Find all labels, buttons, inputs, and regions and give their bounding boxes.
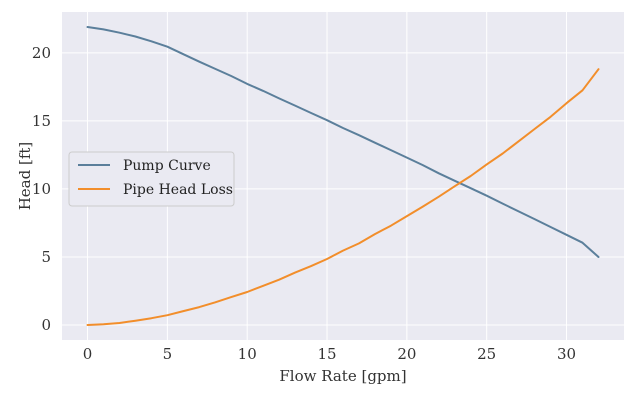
legend-label-pump-curve: Pump Curve: [123, 158, 211, 174]
legend-label-pipe-head-loss: Pipe Head Loss: [123, 182, 233, 198]
legend: Pump Curve Pipe Head Loss: [68, 151, 235, 207]
series-line-pipe-head-loss: [86, 68, 600, 326]
series-layer: [86, 26, 600, 326]
series-line-pump-curve: [86, 26, 600, 258]
tick-labels: 0 5 10 15 20 25 30 0 5 10 15 20: [32, 44, 576, 363]
x-tick-label-15: 15: [317, 345, 336, 363]
y-tick-label-0: 0: [41, 316, 51, 334]
y-tick-label-15: 15: [32, 112, 51, 130]
y-axis-label: Head [ft]: [16, 142, 34, 211]
x-tick-label-5: 5: [163, 345, 173, 363]
x-tick-label-10: 10: [238, 345, 257, 363]
legend-box: [68, 151, 235, 207]
x-tick-label-30: 30: [557, 345, 576, 363]
x-tick-label-25: 25: [477, 345, 496, 363]
x-tick-label-0: 0: [83, 345, 93, 363]
x-axis-label: Flow Rate [gpm]: [279, 367, 406, 385]
y-tick-label-5: 5: [41, 248, 51, 266]
y-tick-label-10: 10: [32, 180, 51, 198]
y-tick-label-20: 20: [32, 44, 51, 62]
x-tick-label-20: 20: [397, 345, 416, 363]
